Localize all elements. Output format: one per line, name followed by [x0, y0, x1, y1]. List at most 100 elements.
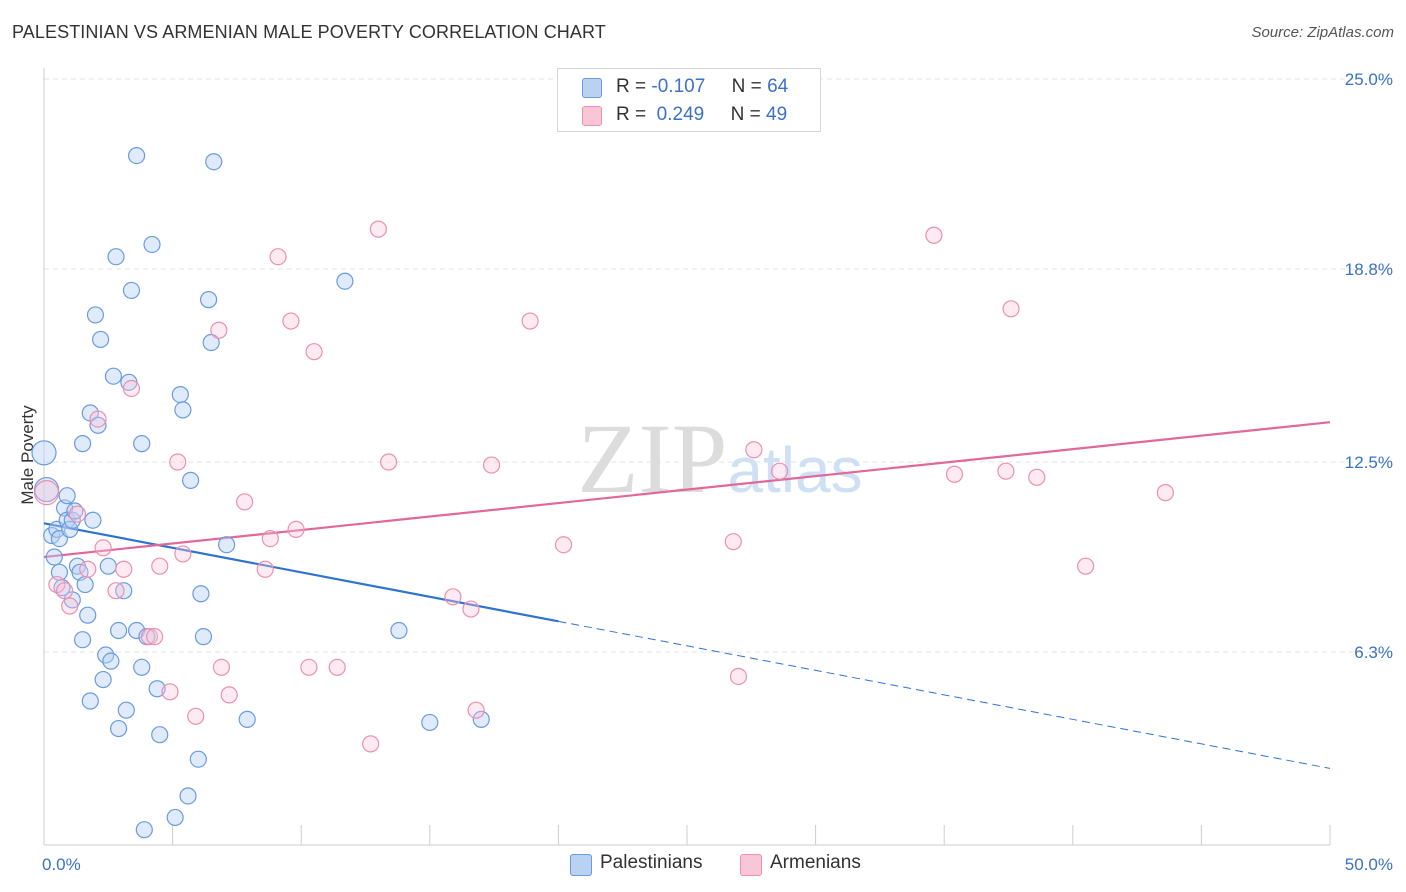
armenian-point — [1002, 300, 1020, 318]
palestinians-trend-line — [43, 522, 559, 623]
armenian-point — [1156, 484, 1174, 502]
palestinian-point — [58, 487, 76, 505]
x-tick-label: 0.0% — [42, 855, 81, 874]
axes — [43, 68, 1331, 846]
palestinian-point — [200, 291, 218, 309]
palestinian-point — [135, 821, 153, 839]
y-tick-label: 6.3% — [1354, 643, 1393, 662]
y-tick-label: 25.0% — [1345, 70, 1393, 89]
armenian-point — [256, 560, 274, 578]
palestinian-point — [171, 385, 189, 404]
palestinian-point — [194, 628, 213, 646]
palestinian-point — [202, 333, 220, 352]
armenian-point — [925, 226, 943, 244]
palestinian-point — [104, 367, 123, 385]
trend-lines — [43, 421, 1331, 769]
palestinian-point — [89, 416, 107, 434]
armenian-point — [174, 545, 192, 563]
legend-r-value: -0.107 — [651, 76, 706, 97]
palestinian-point — [390, 621, 408, 640]
palestinian-point — [109, 719, 128, 738]
armenian-point — [770, 462, 789, 480]
armenian-point — [305, 343, 323, 361]
armenian-point — [122, 379, 141, 398]
armenians-swatch — [582, 106, 602, 126]
armenian-point — [1077, 557, 1095, 575]
armenian-point — [444, 588, 462, 606]
armenian-point — [362, 735, 380, 753]
armenian-point — [140, 628, 159, 646]
palestinian-point — [102, 652, 120, 670]
palestinian-point — [148, 680, 166, 698]
palestinian-point — [73, 631, 92, 649]
armenian-point — [161, 683, 179, 701]
legend-n-label: N = — [730, 104, 761, 125]
armenian-point — [467, 701, 485, 719]
palestinian-point — [66, 502, 84, 520]
palestinian-point — [109, 621, 128, 640]
tick-labels: 6.3% 12.5% 18.8% 25.0% 0.0% 50.0% — [42, 70, 1393, 874]
palestinians-swatch — [582, 78, 602, 98]
armenian-point — [169, 453, 187, 471]
armenian-point — [145, 628, 164, 646]
palestinian-point — [94, 670, 112, 689]
armenian-point — [61, 597, 79, 615]
armenian-point — [220, 686, 238, 704]
x-tick-label: 50.0% — [1345, 855, 1393, 874]
palestinian-point — [166, 808, 184, 827]
legend-r-label: R = — [616, 76, 647, 97]
armenian-point — [33, 480, 60, 506]
palestinian-point — [472, 710, 490, 728]
armenian-point — [187, 707, 205, 725]
armenian-point — [554, 536, 573, 554]
palestinian-point — [53, 579, 71, 597]
armenian-point — [482, 456, 501, 474]
palestinians-swatch — [570, 854, 592, 876]
watermark: ZIPatlas — [577, 403, 862, 514]
armenian-point — [462, 600, 480, 618]
armenian-point — [79, 560, 97, 578]
palestinian-point — [81, 692, 99, 710]
armenian-point — [1028, 468, 1046, 486]
armenian-point — [997, 462, 1015, 480]
armenian-point — [282, 312, 300, 330]
armenian-point — [55, 582, 74, 600]
palestinian-point — [91, 330, 110, 349]
palestinian-point — [421, 713, 439, 732]
source-credit: Source: ZipAtlas.com — [1251, 24, 1394, 41]
palestinian-point — [31, 440, 57, 466]
palestinian-point — [127, 147, 146, 165]
palestinian-point — [86, 306, 105, 324]
armenians-swatch — [740, 854, 762, 876]
armenian-point — [724, 533, 742, 551]
armenian-point — [300, 658, 318, 676]
legend-n-value: 64 — [767, 76, 789, 97]
palestinian-point — [143, 235, 161, 254]
palestinian-point — [107, 248, 125, 266]
palestinian-point — [238, 710, 256, 728]
armenian-point — [521, 312, 539, 330]
armenian-point — [729, 667, 748, 686]
armenian-point — [151, 557, 169, 575]
gridlines — [44, 78, 1390, 653]
armenian-point — [212, 658, 231, 676]
armenian-point — [269, 248, 287, 266]
data-points — [31, 147, 1174, 839]
palestinian-point — [179, 787, 197, 805]
chart-title: PALESTINIAN VS ARMENIAN MALE POVERTY COR… — [12, 22, 606, 42]
legend-n-label: N = — [731, 76, 762, 97]
y-tick-label: 18.8% — [1345, 260, 1393, 279]
palestinians-trend-extension — [558, 620, 1331, 769]
palestinian-point — [151, 726, 169, 744]
palestinian-point — [122, 281, 141, 300]
palestinian-point — [218, 536, 236, 554]
palestinian-point — [73, 435, 92, 453]
y-tick-label: 12.5% — [1345, 453, 1393, 472]
palestinian-point — [174, 401, 192, 419]
armenian-point — [745, 441, 763, 459]
armenian-point — [261, 529, 279, 548]
palestinian-point — [189, 750, 207, 768]
palestinian-point — [133, 435, 151, 453]
palestinian-point — [133, 658, 151, 676]
